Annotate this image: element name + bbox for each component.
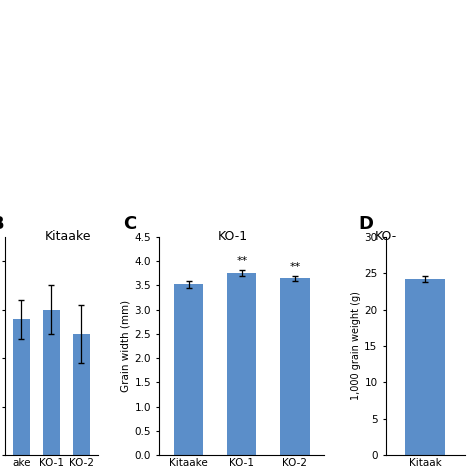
Bar: [280, 278, 310, 455]
Bar: [13, 319, 29, 474]
Bar: [405, 279, 445, 455]
Text: B: B: [0, 215, 4, 233]
Bar: [73, 334, 90, 474]
Text: **: **: [236, 256, 247, 266]
Text: C: C: [123, 215, 137, 233]
Text: Kitaake: Kitaake: [45, 230, 91, 243]
Text: **: **: [289, 262, 301, 272]
Bar: [227, 273, 256, 455]
Y-axis label: Grain width (mm): Grain width (mm): [120, 300, 130, 392]
Bar: [174, 284, 203, 455]
Text: KO-: KO-: [374, 230, 397, 243]
Y-axis label: 1,000 grain weight (g): 1,000 grain weight (g): [351, 292, 361, 401]
Bar: [43, 310, 60, 474]
Text: D: D: [358, 215, 373, 233]
Text: KO-1: KO-1: [218, 230, 248, 243]
